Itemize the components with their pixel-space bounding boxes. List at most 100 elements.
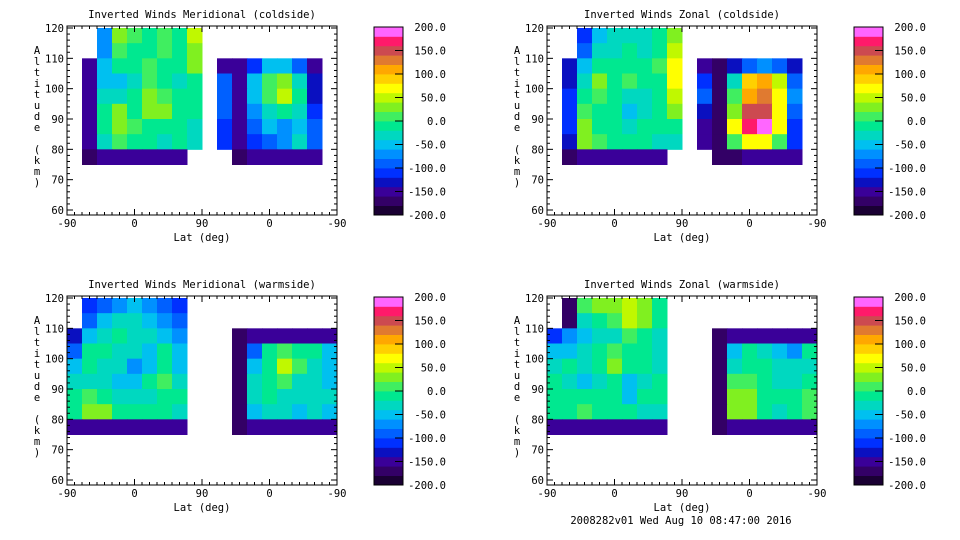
colorbar-band — [854, 102, 883, 112]
data-cell — [622, 103, 638, 120]
data-cell — [67, 389, 83, 405]
data-cell — [142, 73, 158, 90]
colorbar-band — [374, 139, 403, 150]
data-cell — [127, 389, 143, 405]
data-cell — [607, 343, 623, 360]
data-cell — [637, 43, 653, 59]
data-cell — [322, 373, 338, 390]
data-cell — [67, 358, 83, 375]
colorbar-label: -200.0 — [888, 480, 926, 492]
data-cell — [787, 119, 803, 135]
y-axis-label-char: d — [34, 381, 40, 393]
data-cell — [247, 419, 263, 435]
colorbar-label: 150.0 — [414, 316, 446, 328]
colorbar-band — [374, 92, 403, 103]
data-cell — [547, 373, 563, 390]
colorbar-band — [854, 36, 883, 47]
data-cell — [727, 419, 743, 435]
data-cell — [697, 103, 713, 120]
data-cell — [82, 134, 98, 150]
data-cell — [127, 404, 143, 420]
data-cell — [622, 328, 638, 344]
data-cell — [277, 328, 293, 344]
data-cell — [652, 313, 668, 329]
y-tick-label: 90 — [531, 114, 544, 126]
colorbar-label: -200.0 — [408, 480, 446, 492]
data-cell — [592, 328, 608, 344]
data-cell — [112, 389, 128, 405]
colorbar-band — [374, 158, 403, 169]
data-cell — [142, 404, 158, 420]
colorbar-band — [374, 27, 403, 37]
y-axis-label-char: A — [514, 315, 521, 327]
data-cell — [232, 389, 248, 405]
data-cell — [757, 343, 773, 360]
colorbar-band — [374, 306, 403, 317]
data-cell — [322, 389, 338, 405]
data-cell — [757, 73, 773, 90]
plot-title: Inverted Winds Zonal (coldside) — [584, 9, 780, 21]
x-tick-label: 90 — [676, 488, 689, 500]
data-cell — [742, 358, 758, 375]
colorbar-band — [854, 456, 883, 467]
data-cell — [742, 373, 758, 390]
data-cell — [757, 58, 773, 74]
data-cell — [637, 389, 653, 405]
data-cell — [592, 88, 608, 105]
colorbar: 200.0 150.0 100.0 50.0 0.0 -50.0 -100.0 -150.0 -… — [373, 292, 446, 492]
data-cell — [727, 358, 743, 375]
x-tick-label: -90 — [808, 488, 827, 500]
data-cell — [667, 43, 683, 59]
data-cell — [547, 328, 563, 344]
colorbar: 200.0 150.0 100.0 50.0 0.0 -50.0 -100.0 -150.0 -… — [853, 292, 926, 492]
data-cell — [97, 373, 113, 390]
data-cell — [112, 343, 128, 360]
data-cell — [757, 389, 773, 405]
x-tick-label: 90 — [196, 218, 209, 230]
y-axis-label-char: t — [34, 67, 40, 79]
data-cell — [577, 28, 593, 44]
data-cell — [577, 73, 593, 90]
y-axis-label-char: k — [514, 425, 521, 437]
colorbar-label: 150.0 — [894, 46, 926, 58]
data-cell — [247, 389, 263, 405]
data-cell — [772, 149, 788, 165]
data-cell — [262, 389, 278, 405]
data-cell — [187, 28, 203, 44]
data-cell — [607, 404, 623, 420]
data-cell — [772, 343, 788, 360]
data-cell — [232, 58, 248, 74]
data-cell — [232, 358, 248, 375]
colorbar-band — [854, 409, 883, 420]
data-cell — [292, 134, 308, 150]
data-cell — [142, 419, 158, 435]
data-cell — [247, 343, 263, 360]
data-cell — [772, 419, 788, 435]
data-cell — [787, 404, 803, 420]
data-cell — [292, 419, 308, 435]
data-cell — [142, 373, 158, 390]
colorbar-label: 0.0 — [427, 116, 446, 128]
data-cell — [712, 134, 728, 150]
data-cell — [247, 404, 263, 420]
data-cell — [802, 404, 818, 420]
data-cell — [577, 419, 593, 435]
plot-title: Inverted Winds Meridional (warmside) — [88, 279, 316, 291]
data-cell — [697, 134, 713, 150]
data-cell — [157, 373, 173, 390]
data-cell — [232, 373, 248, 390]
data-cell — [247, 88, 263, 105]
data-cell — [592, 373, 608, 390]
data-cell — [577, 313, 593, 329]
y-tick-label: 110 — [525, 53, 544, 65]
data-cell — [112, 358, 128, 375]
data-cell — [127, 358, 143, 375]
data-cell — [547, 419, 563, 435]
data-cell — [727, 58, 743, 74]
y-axis-label-char: i — [34, 78, 40, 90]
data-cell — [607, 328, 623, 344]
data-cell — [97, 28, 113, 44]
data-cell — [112, 373, 128, 390]
